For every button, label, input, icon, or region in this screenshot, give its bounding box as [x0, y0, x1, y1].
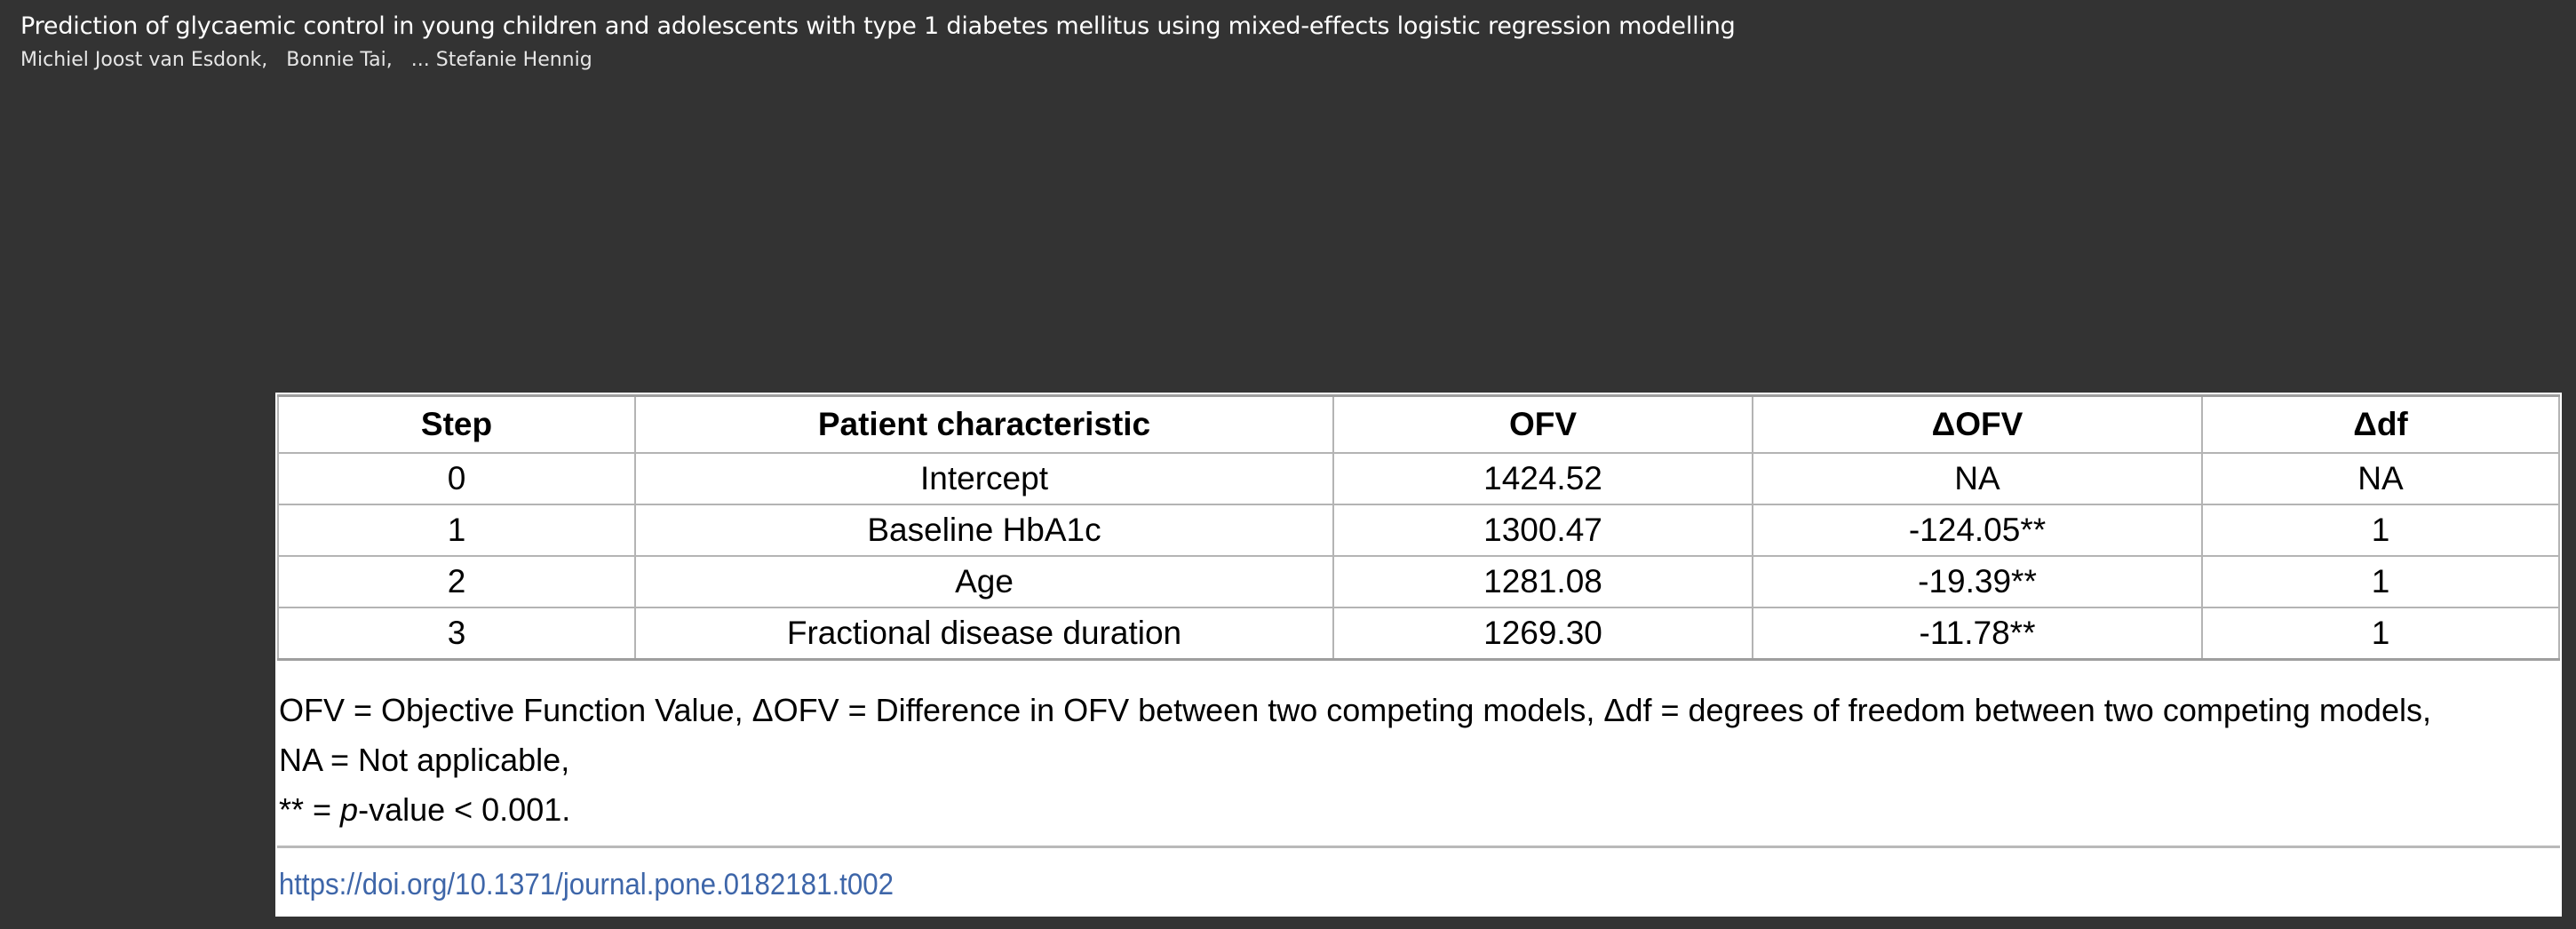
- cell-ofv: 1424.52: [1332, 452, 1753, 505]
- cell-delta-ofv: -11.78**: [1752, 607, 2203, 661]
- table-figure: Step Patient characteristic OFV ΔOFV Δdf…: [275, 393, 2562, 917]
- cell-delta-ofv: NA: [1752, 452, 2203, 505]
- cell-patient-characteristic: Baseline HbA1c: [634, 504, 1334, 557]
- author-name[interactable]: ... Stefanie Hennig: [410, 49, 592, 71]
- footnote-line-abbreviations: OFV = Objective Function Value, ΔOFV = D…: [279, 692, 2431, 728]
- author-name[interactable]: Michiel Joost van Esdonk,: [20, 49, 268, 71]
- cell-patient-characteristic: Age: [634, 555, 1334, 608]
- column-header-step: Step: [277, 394, 636, 454]
- cell-ofv: 1269.30: [1332, 607, 1753, 661]
- footnote-line-na: NA = Not applicable,: [279, 742, 570, 778]
- cell-step: 3: [277, 607, 636, 661]
- table-row: 3 Fractional disease duration 1269.30 -1…: [277, 607, 2560, 661]
- cell-delta-df: 1: [2201, 607, 2560, 661]
- column-header-delta-df: Δdf: [2201, 394, 2560, 454]
- cell-patient-characteristic: Fractional disease duration: [634, 607, 1334, 661]
- footnote-significance-prefix: ** =: [279, 791, 341, 828]
- article-title: Prediction of glycaemic control in young…: [20, 12, 1736, 40]
- cell-step: 2: [277, 555, 636, 608]
- table-row: 0 Intercept 1424.52 NA NA: [277, 452, 2560, 505]
- author-list: Michiel Joost van Esdonk, Bonnie Tai, ..…: [20, 48, 2540, 73]
- cell-step: 0: [277, 452, 636, 505]
- column-header-delta-ofv: ΔOFV: [1752, 394, 2203, 454]
- footnote-line-significance: ** = p-value < 0.001.: [279, 785, 2560, 835]
- cell-delta-df: NA: [2201, 452, 2560, 505]
- column-header-ofv: OFV: [1332, 394, 1753, 454]
- table-header-row: Step Patient characteristic OFV ΔOFV Δdf: [277, 394, 2560, 454]
- cell-delta-df: 1: [2201, 504, 2560, 557]
- cell-patient-characteristic: Intercept: [634, 452, 1334, 505]
- column-header-patient-characteristic: Patient characteristic: [634, 394, 1334, 454]
- footnote-significance-suffix: -value < 0.001.: [358, 791, 571, 828]
- cell-delta-df: 1: [2201, 555, 2560, 608]
- article-header: Prediction of glycaemic control in young…: [20, 11, 2540, 73]
- results-table: Step Patient characteristic OFV ΔOFV Δdf…: [277, 394, 2560, 661]
- table-row: 1 Baseline HbA1c 1300.47 -124.05** 1: [277, 504, 2560, 557]
- table-row: 2 Age 1281.08 -19.39** 1: [277, 555, 2560, 608]
- author-name[interactable]: Bonnie Tai,: [286, 49, 393, 71]
- cell-ofv: 1281.08: [1332, 555, 1753, 608]
- cell-step: 1: [277, 504, 636, 557]
- footnote-p-italic: p: [340, 791, 359, 828]
- cell-ofv: 1300.47: [1332, 504, 1753, 557]
- cell-delta-ofv: -124.05**: [1752, 504, 2203, 557]
- footer-divider: [277, 846, 2560, 848]
- doi-link[interactable]: https://doi.org/10.1371/journal.pone.018…: [278, 868, 894, 901]
- cell-delta-ofv: -19.39**: [1752, 555, 2203, 608]
- table-footnote: OFV = Objective Function Value, ΔOFV = D…: [277, 686, 2560, 835]
